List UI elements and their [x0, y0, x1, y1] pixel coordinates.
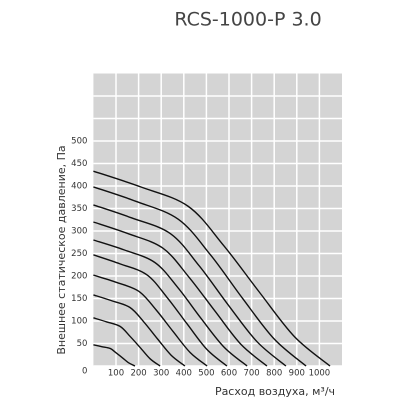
y-tick-label: 150: [71, 294, 87, 304]
y-tick-label: 300: [71, 227, 87, 237]
chart-title: RCS-1000-P 3.0: [174, 9, 321, 31]
x-tick-label: 1000: [309, 369, 331, 379]
y-axis-label: Внешнее статическое давление, Па: [55, 145, 68, 354]
fan-curve: [93, 239, 248, 367]
y-tick-label: 400: [71, 182, 87, 192]
fan-curve: [93, 317, 161, 367]
y-tick-label: 0: [82, 367, 87, 377]
fan-curve: [93, 294, 186, 367]
x-tick-label: 800: [266, 369, 282, 379]
x-axis-label: Расход воздуха, м³/ч: [215, 385, 335, 398]
fan-curve: [93, 186, 307, 367]
plot-area: [93, 73, 343, 366]
fan-curve: [93, 344, 136, 367]
x-tick-label: 900: [289, 369, 305, 379]
y-tick-label: 450: [71, 159, 87, 169]
y-tick-label: 250: [71, 249, 87, 259]
y-tick-label: 100: [71, 317, 87, 327]
x-tick-label: 500: [198, 369, 214, 379]
x-tick-label: 300: [153, 369, 169, 379]
fan-curve: [93, 221, 268, 367]
fan-curve: [93, 274, 208, 367]
fan-curve: [93, 170, 331, 367]
fan-curve: [93, 254, 228, 367]
y-tick-label: 350: [71, 204, 87, 214]
fan-curve: [93, 204, 287, 367]
x-tick-label: 600: [221, 369, 237, 379]
x-tick-label: 100: [108, 369, 124, 379]
x-tick-label: 700: [243, 369, 259, 379]
x-tick-label: 400: [176, 369, 192, 379]
y-tick-label: 200: [71, 272, 87, 282]
x-tick-label: 200: [130, 369, 146, 379]
y-tick-label: 50: [77, 339, 88, 349]
y-tick-label: 500: [71, 137, 87, 147]
